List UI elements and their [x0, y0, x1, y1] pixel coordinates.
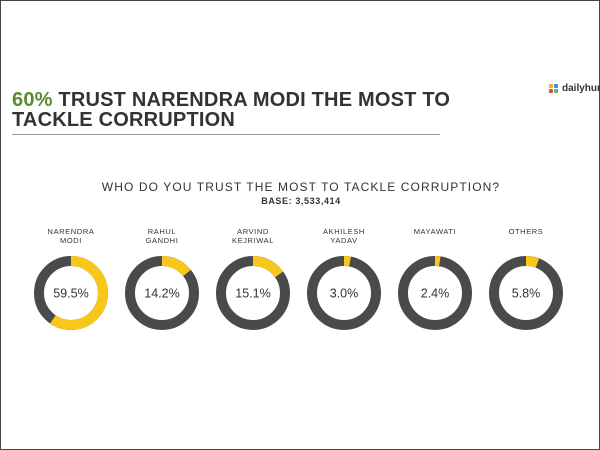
logo-square-1 — [549, 83, 553, 88]
donut-value-arc — [307, 256, 381, 330]
value-label: 14.2% — [144, 287, 179, 301]
donut-6: OTHERS 5.8% — [489, 227, 563, 330]
category-label: NARENDRA — [48, 227, 95, 236]
category-label: ARVIND — [237, 227, 269, 236]
category-label: RAHUL — [148, 227, 176, 236]
logo-text: dailyhunt — [562, 83, 600, 94]
chart-title: WHO DO YOU TRUST THE MOST TO TACKLE CORR… — [101, 180, 501, 194]
donut-5: MAYAWATI 2.4% — [398, 227, 472, 330]
headline-percent: 60% — [12, 89, 53, 111]
value-label: 59.5% — [53, 287, 88, 301]
category-label: MAYAWATI — [414, 227, 457, 236]
headline-divider — [12, 134, 440, 135]
category-label: AKHILESH — [323, 227, 365, 236]
value-label: 5.8% — [512, 287, 541, 301]
headline: 60% TRUST NARENDRA MODI THE MOST TO TACK… — [12, 90, 452, 130]
donut-value-arc — [216, 256, 290, 330]
dailyhunt-logo-icon — [549, 83, 559, 94]
value-label: 3.0% — [330, 287, 359, 301]
donut-value-arc — [34, 256, 108, 330]
headline-text: TRUST NARENDRA MODI THE MOST TO TACKLE C… — [12, 89, 451, 131]
donut-value-arc — [398, 256, 472, 330]
category-label: MODI — [60, 236, 82, 245]
chart-subtitle: BASE: 3,533,414 — [261, 196, 341, 206]
dailyhunt-logo: dailyhunt — [549, 83, 600, 94]
donut-value-arc — [489, 256, 563, 330]
logo-square-3 — [549, 88, 553, 93]
logo-square-4 — [554, 88, 558, 93]
donut-value-arc — [125, 256, 199, 330]
category-label: OTHERS — [509, 227, 544, 236]
category-label: GANDHI — [146, 236, 179, 245]
category-label: KEJRIWAL — [232, 236, 274, 245]
logo-square-2 — [554, 83, 558, 88]
value-label: 15.1% — [235, 287, 270, 301]
value-label: 2.4% — [421, 287, 450, 301]
category-label: YADAV — [330, 236, 357, 245]
